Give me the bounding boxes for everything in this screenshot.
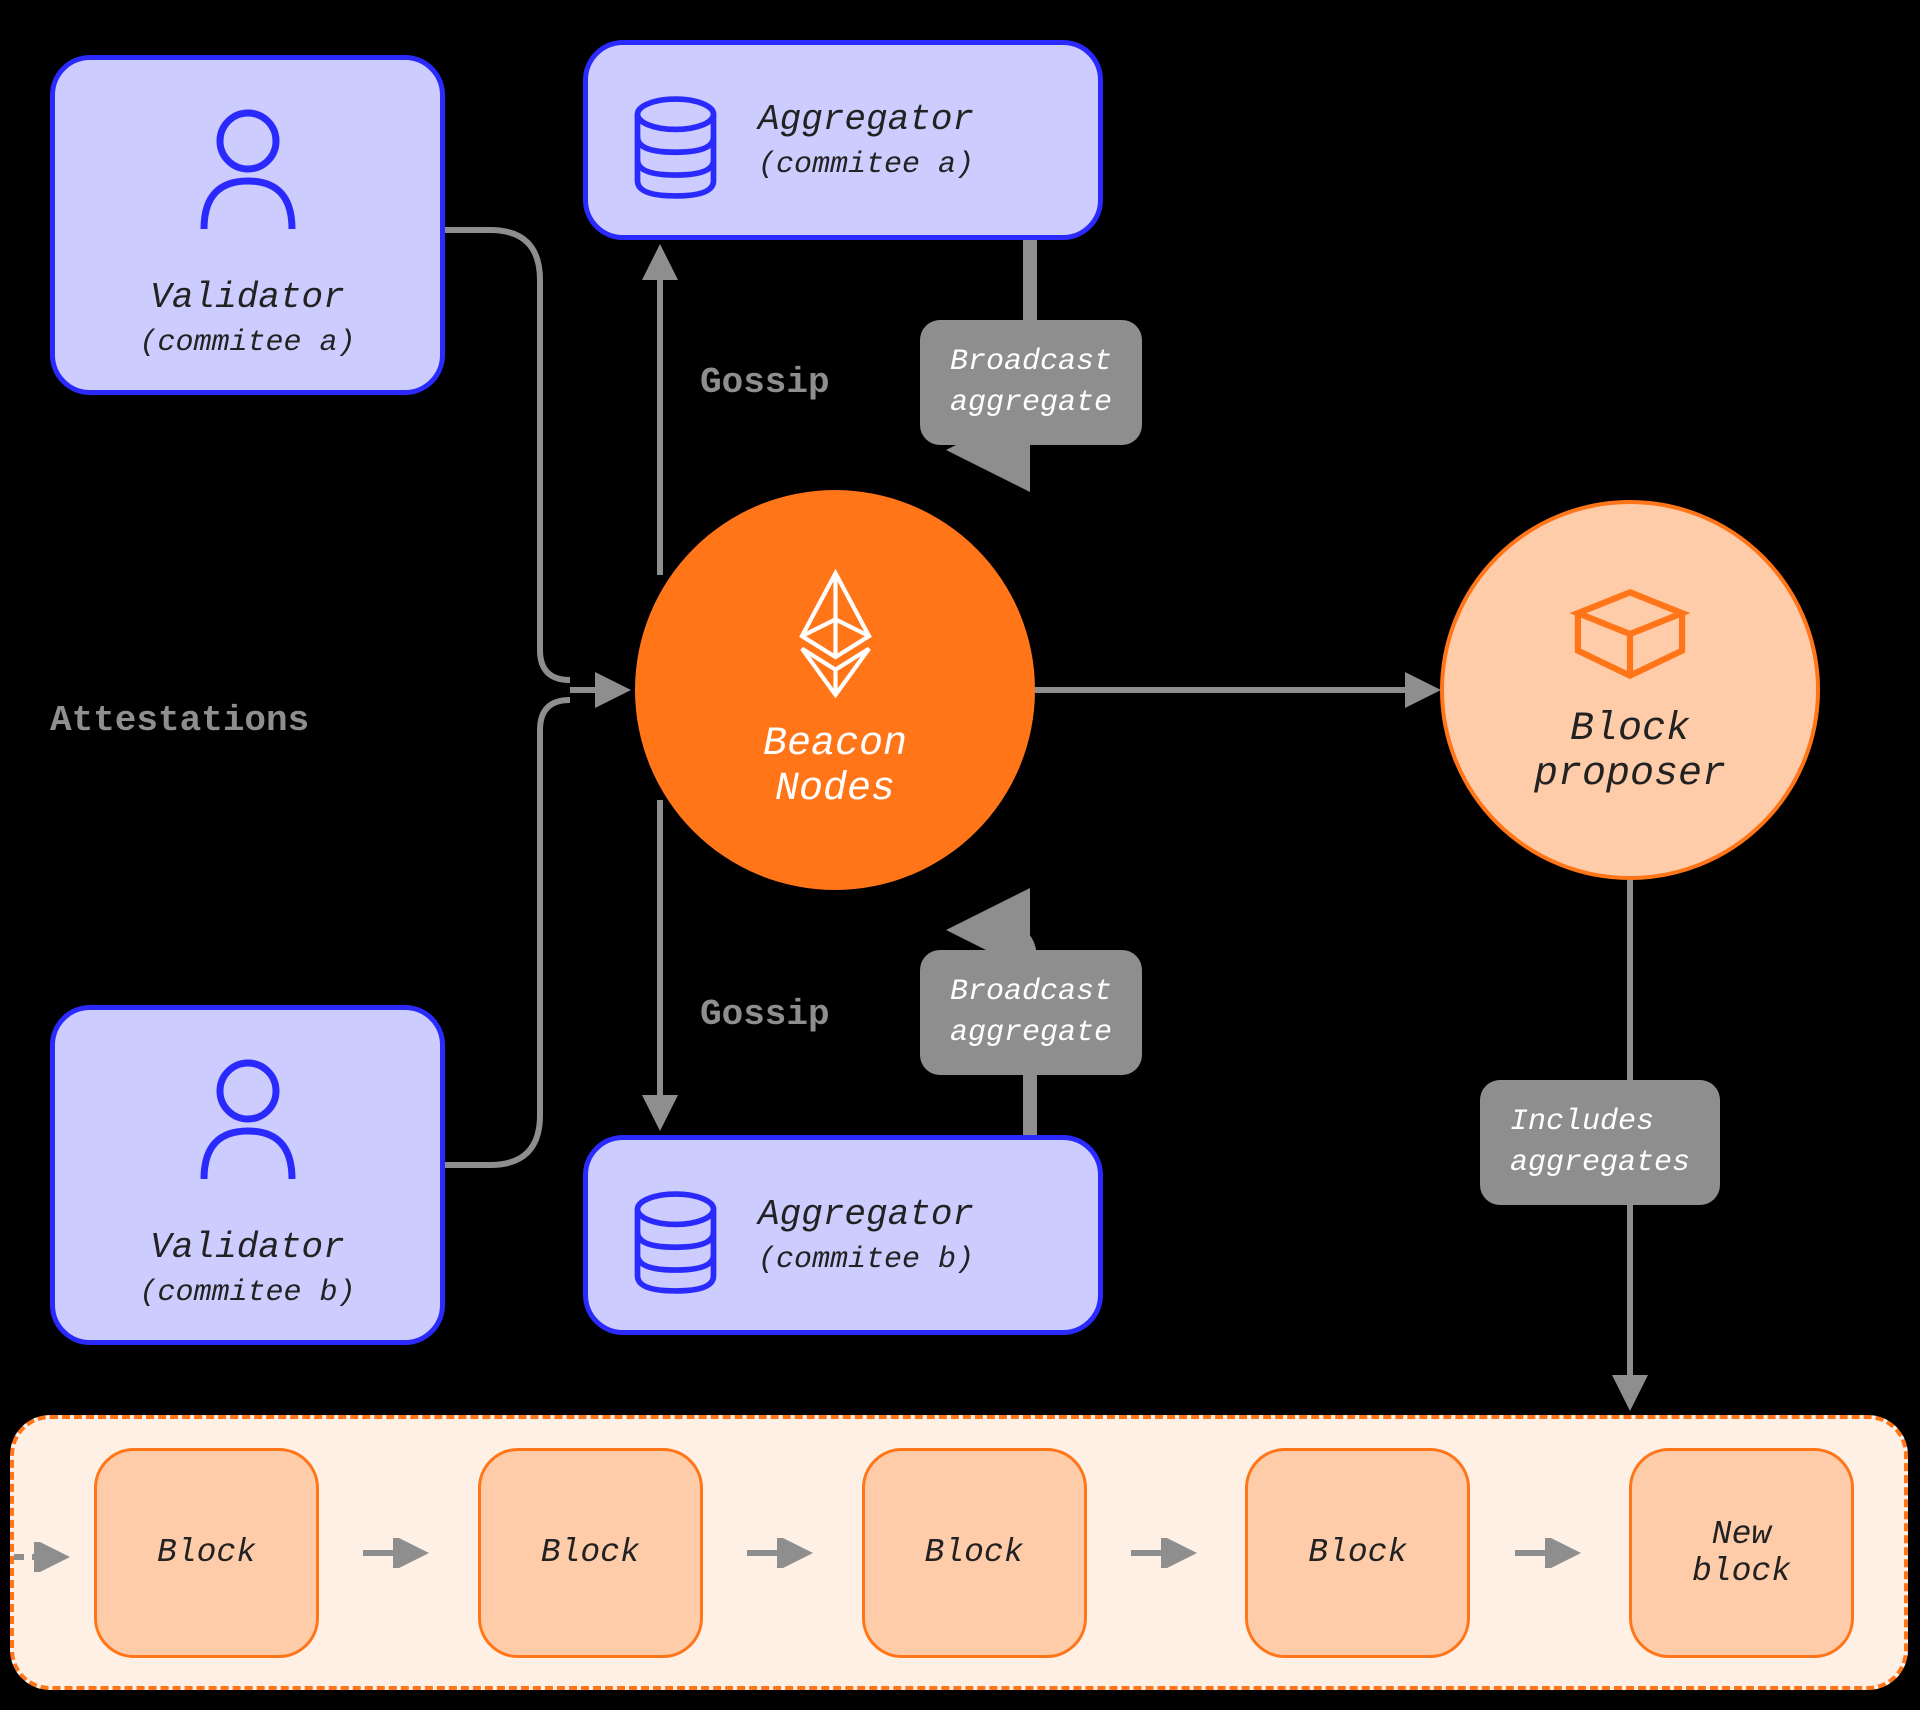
aggregator-a-title: Aggregator bbox=[758, 99, 974, 140]
chain-arrow bbox=[737, 1538, 827, 1568]
includes-line1: Includes bbox=[1510, 1102, 1690, 1143]
validator-b-node: Validator (commitee b) bbox=[50, 1005, 445, 1345]
validator-b-title: Validator bbox=[150, 1227, 344, 1268]
proposer-sub: proposer bbox=[1534, 752, 1726, 797]
gossip-top-label: Gossip bbox=[700, 362, 830, 403]
person-icon bbox=[188, 1055, 308, 1185]
broadcast-bottom-line1: Broadcast bbox=[950, 972, 1112, 1013]
attestations-label: Attestations bbox=[50, 700, 309, 741]
chain-arrow bbox=[1505, 1538, 1595, 1568]
broadcast-bottom-label: Broadcast aggregate bbox=[920, 950, 1142, 1075]
aggregator-b-node: Aggregator (commitee b) bbox=[583, 1135, 1103, 1335]
includes-line2: aggregates bbox=[1510, 1143, 1690, 1184]
block-label: Block bbox=[541, 1534, 640, 1571]
aggregator-a-sub: (commitee a) bbox=[758, 148, 974, 182]
beacon-title: Beacon bbox=[763, 722, 907, 767]
cube-icon bbox=[1565, 584, 1695, 689]
aggregator-b-title: Aggregator bbox=[758, 1194, 974, 1235]
proposer-title: Block bbox=[1570, 707, 1690, 752]
validator-b-to-beacon bbox=[445, 700, 570, 1165]
aggregator-a-node: Aggregator (commitee a) bbox=[583, 40, 1103, 240]
chain-container: Block Block Block Block Newblock bbox=[10, 1415, 1908, 1690]
block-label: block bbox=[1692, 1553, 1791, 1590]
person-icon bbox=[188, 105, 308, 235]
ethereum-icon bbox=[793, 569, 878, 704]
block-item: Block bbox=[1245, 1448, 1470, 1658]
block-item: Newblock bbox=[1629, 1448, 1854, 1658]
validator-b-sub: (commitee b) bbox=[139, 1276, 355, 1310]
block-label: Block bbox=[1308, 1534, 1407, 1571]
database-icon bbox=[628, 1190, 723, 1295]
block-item: Block bbox=[94, 1448, 319, 1658]
broadcast-top-line2: aggregate bbox=[950, 383, 1112, 424]
aggregator-b-sub: (commitee b) bbox=[758, 1243, 974, 1277]
includes-label: Includes aggregates bbox=[1480, 1080, 1720, 1205]
validator-a-sub: (commitee a) bbox=[139, 326, 355, 360]
chain-arrow bbox=[1121, 1538, 1211, 1568]
validator-a-node: Validator (commitee a) bbox=[50, 55, 445, 395]
broadcast-top-label: Broadcast aggregate bbox=[920, 320, 1142, 445]
block-label: Block bbox=[157, 1534, 256, 1571]
gossip-bottom-label: Gossip bbox=[700, 994, 830, 1035]
validator-a-to-beacon bbox=[445, 230, 570, 680]
beacon-sub: Nodes bbox=[775, 767, 895, 812]
broadcast-bottom-line2: aggregate bbox=[950, 1013, 1112, 1054]
diagram-root: Validator (commitee a) Validator (commit… bbox=[0, 0, 1920, 1710]
proposer-node: Block proposer bbox=[1440, 500, 1820, 880]
block-item: Block bbox=[862, 1448, 1087, 1658]
validator-a-title: Validator bbox=[150, 277, 344, 318]
block-item: Block bbox=[478, 1448, 703, 1658]
block-label: New bbox=[1712, 1516, 1771, 1553]
beacon-node: Beacon Nodes bbox=[635, 490, 1035, 890]
block-label: Block bbox=[924, 1534, 1023, 1571]
broadcast-top-line1: Broadcast bbox=[950, 342, 1112, 383]
database-icon bbox=[628, 95, 723, 200]
chain-arrow bbox=[353, 1538, 443, 1568]
